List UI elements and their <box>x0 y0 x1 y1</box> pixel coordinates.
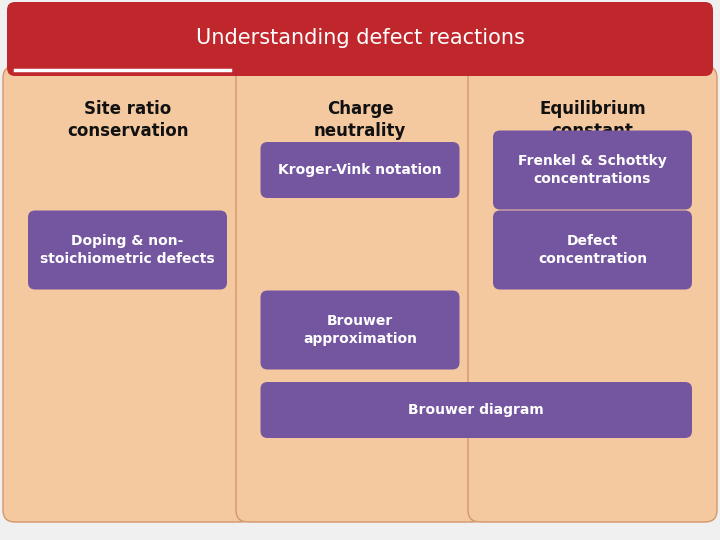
Text: Frenkel & Schottky
concentrations: Frenkel & Schottky concentrations <box>518 154 667 186</box>
FancyBboxPatch shape <box>261 291 459 369</box>
FancyBboxPatch shape <box>493 211 692 289</box>
Text: Doping & non-
stoichiometric defects: Doping & non- stoichiometric defects <box>40 234 215 266</box>
FancyBboxPatch shape <box>236 66 484 522</box>
FancyBboxPatch shape <box>7 2 713 76</box>
FancyBboxPatch shape <box>493 131 692 210</box>
Text: Charge
neutrality: Charge neutrality <box>314 100 406 140</box>
FancyBboxPatch shape <box>468 66 717 522</box>
Text: Brouwer diagram: Brouwer diagram <box>408 403 544 417</box>
FancyBboxPatch shape <box>3 66 252 522</box>
FancyBboxPatch shape <box>28 211 227 289</box>
Text: Site ratio
conservation: Site ratio conservation <box>67 100 188 140</box>
Text: Equilibrium
constant: Equilibrium constant <box>539 100 646 140</box>
FancyBboxPatch shape <box>261 142 459 198</box>
Text: Kroger-Vink notation: Kroger-Vink notation <box>278 163 442 177</box>
Text: Brouwer
approximation: Brouwer approximation <box>303 314 417 346</box>
Text: Understanding defect reactions: Understanding defect reactions <box>196 28 524 48</box>
FancyBboxPatch shape <box>261 382 692 438</box>
Text: Defect
concentration: Defect concentration <box>538 234 647 266</box>
